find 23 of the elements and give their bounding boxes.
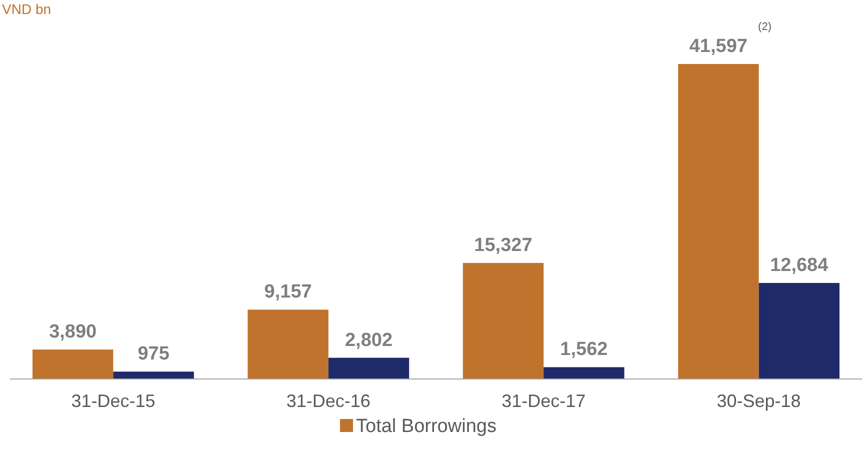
data-label: 9,157 xyxy=(264,282,312,303)
y-axis-title: VND bn xyxy=(2,1,52,17)
x-tick-label: 31-Dec-15 xyxy=(71,391,156,411)
bar xyxy=(328,358,410,379)
data-label: 3,890 xyxy=(49,322,97,343)
data-label: 1,562 xyxy=(560,339,608,360)
bar xyxy=(758,282,840,379)
data-label: 975 xyxy=(138,344,170,365)
x-tick-label: 31-Dec-17 xyxy=(502,391,586,411)
bar xyxy=(678,64,759,379)
data-label: 2,802 xyxy=(344,330,393,351)
x-tick-label: 31-Dec-16 xyxy=(286,391,370,411)
bar xyxy=(32,350,114,379)
text: (2) xyxy=(758,21,772,33)
bar xyxy=(248,310,328,379)
data-label: 41,597 xyxy=(689,36,748,57)
data-label: 12,684 xyxy=(770,254,829,276)
bar xyxy=(462,262,544,379)
legend-label: Total Borrowings xyxy=(356,416,496,437)
bar xyxy=(544,367,624,379)
x-tick-label: 30-Sep-18 xyxy=(716,391,801,411)
data-label: 15,327 xyxy=(474,234,532,256)
bar xyxy=(113,372,194,379)
